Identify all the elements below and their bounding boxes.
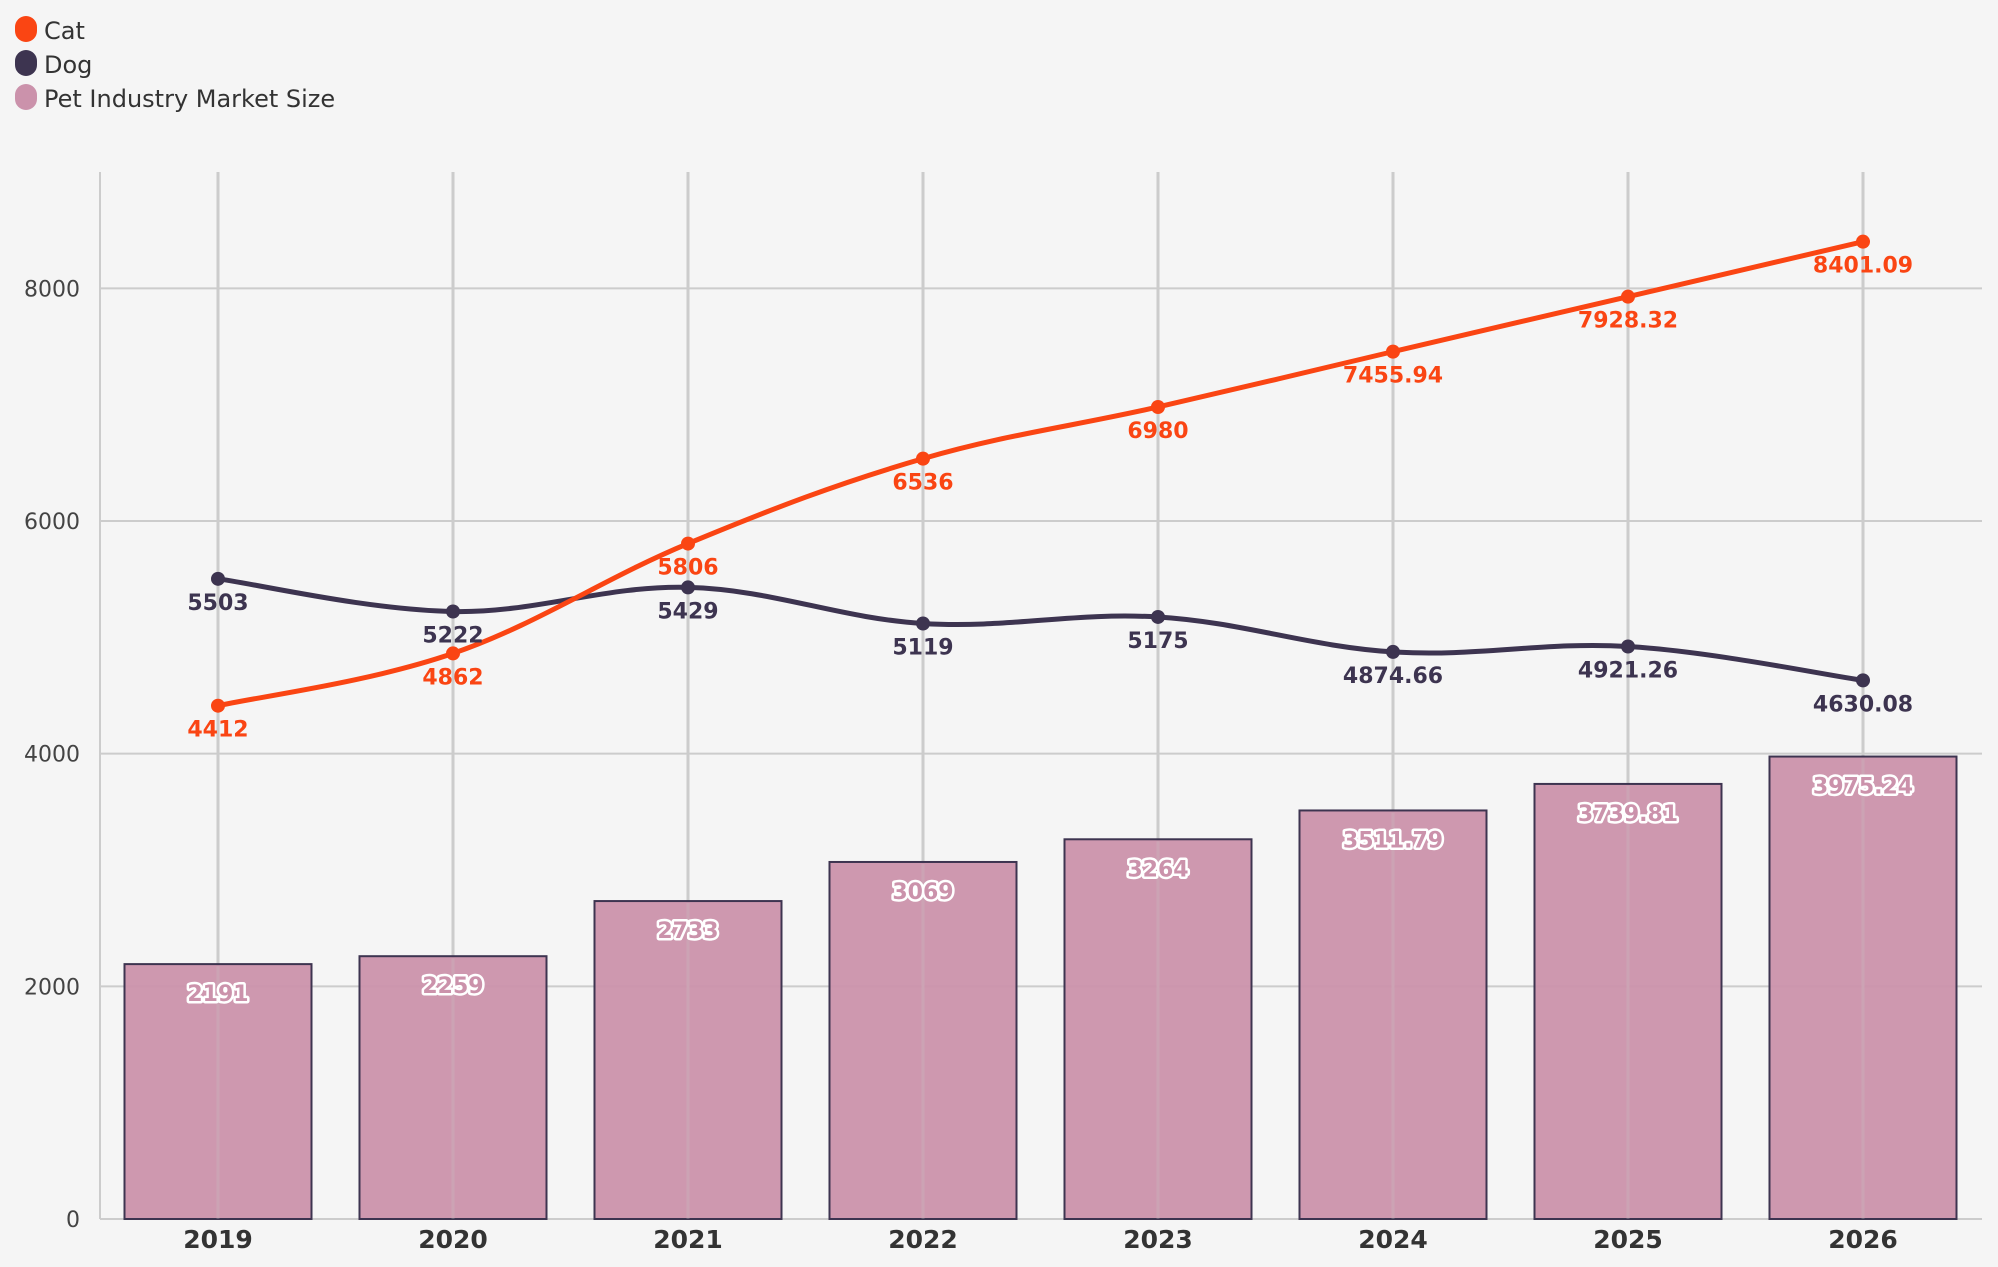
data-label-market: 2191 — [187, 982, 248, 1007]
point-cat-2022 — [916, 451, 930, 466]
legend-swatch-cat — [15, 16, 37, 42]
data-label-market: 3264 — [1127, 857, 1188, 882]
line-cat — [215, 239, 1866, 709]
x-tick-label: 2023 — [1123, 1225, 1193, 1254]
point-cat-2026 — [1856, 234, 1870, 249]
x-tick-label: 2026 — [1828, 1225, 1898, 1254]
bar-2025 — [1533, 782, 1723, 1220]
bar-2019 — [123, 963, 313, 1220]
data-label-dog: 5119 — [892, 635, 953, 660]
bar-2021 — [593, 900, 783, 1220]
point-cat-2020 — [446, 646, 460, 661]
point-cat-2025 — [1621, 289, 1635, 304]
y-tick-label: 2000 — [24, 975, 80, 1000]
data-label-cat: 4412 — [187, 718, 248, 743]
data-label-cat: 7455.94 — [1343, 364, 1443, 389]
point-dog-2024 — [1386, 644, 1400, 659]
data-label-cat: 6536 — [892, 471, 953, 496]
legend-swatch-dog — [15, 50, 37, 76]
bar-2020 — [358, 955, 548, 1220]
y-tick-label: 8000 — [24, 277, 80, 302]
point-cat-2023 — [1151, 399, 1165, 414]
point-dog-2025 — [1621, 639, 1635, 654]
y-tick-label: 6000 — [24, 510, 80, 535]
point-cat-2019 — [211, 698, 225, 713]
bar-2026 — [1768, 755, 1958, 1220]
data-label-cat: 7928.32 — [1578, 309, 1678, 334]
x-tick-label: 2022 — [888, 1225, 958, 1254]
data-label-dog: 5175 — [1127, 629, 1188, 654]
bar-2024 — [1298, 809, 1488, 1221]
data-label-dog: 4874.66 — [1343, 664, 1443, 689]
legend-label-cat: Cat — [44, 17, 85, 45]
point-dog-2021 — [681, 580, 695, 595]
data-label-market: 3069 — [892, 880, 953, 905]
data-label-dog: 4630.08 — [1813, 692, 1913, 717]
data-labels: 2191 2259 2733 3069 3264 3511.79 3739.81 3975.2… — [185, 254, 1916, 1010]
data-label-dog: 5429 — [657, 599, 718, 624]
point-dog-2019 — [211, 571, 225, 586]
x-tick-label: 2019 — [183, 1225, 253, 1254]
x-tick-label: 2020 — [418, 1225, 488, 1254]
data-label-market: 3975.24 — [1813, 775, 1913, 800]
data-label-cat: 6980 — [1127, 419, 1188, 444]
point-dog-2023 — [1151, 609, 1165, 624]
y-tick-label: 0 — [66, 1208, 80, 1233]
data-label-dog: 5503 — [187, 591, 248, 616]
line-series — [211, 234, 1870, 713]
legend-label-market: Pet Industry Market Size — [44, 85, 335, 113]
x-tick-label: 2025 — [1593, 1225, 1663, 1254]
bar-series-market — [123, 755, 1958, 1221]
y-tick-label: 4000 — [24, 743, 80, 768]
bar-2022 — [828, 860, 1018, 1221]
data-label-market: 2733 — [657, 919, 718, 944]
data-label-market: 3739.81 — [1578, 802, 1678, 827]
legend-label-dog: Dog — [44, 51, 92, 79]
data-label-cat: 8401.09 — [1813, 254, 1913, 279]
data-label-cat: 5806 — [657, 556, 718, 581]
legend-swatch-market — [15, 84, 37, 110]
x-axis-ticks: 2019 2020 2021 2022 2023 2024 2025 2026 — [183, 1225, 1898, 1254]
data-label-dog: 5222 — [422, 624, 483, 649]
point-dog-2022 — [916, 616, 930, 631]
line-dog — [215, 576, 1866, 683]
point-cat-2021 — [681, 536, 695, 551]
legend: Cat Dog Pet Industry Market Size — [15, 16, 335, 113]
data-label-cat: 4862 — [422, 665, 483, 690]
data-label-dog: 4921.26 — [1578, 658, 1678, 683]
x-tick-label: 2024 — [1358, 1225, 1428, 1254]
y-axis-ticks: 0 2000 4000 6000 8000 — [24, 277, 80, 1233]
point-dog-2026 — [1856, 673, 1870, 688]
point-dog-2020 — [446, 604, 460, 619]
point-cat-2024 — [1386, 344, 1400, 359]
data-label-market: 2259 — [422, 974, 483, 999]
bar-2023 — [1063, 838, 1253, 1221]
x-tick-label: 2021 — [653, 1225, 723, 1254]
data-label-market: 3511.79 — [1343, 828, 1443, 853]
